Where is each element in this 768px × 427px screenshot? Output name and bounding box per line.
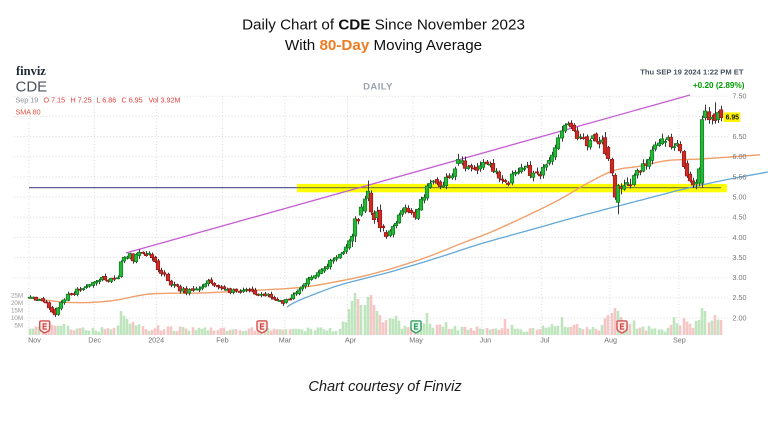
svg-text:4.00: 4.00	[733, 233, 747, 242]
svg-text:3.00: 3.00	[733, 273, 747, 282]
svg-text:Dec: Dec	[88, 336, 101, 345]
svg-text:Aug: Aug	[604, 336, 617, 345]
svg-text:SMA 80: SMA 80	[16, 108, 41, 117]
svg-text:Mar: Mar	[279, 336, 292, 345]
svg-text:+0.20 (2.89%): +0.20 (2.89%)	[693, 81, 745, 90]
svg-text:Thu SEP 19 2024 1:22 PM ET: Thu SEP 19 2024 1:22 PM ET	[640, 67, 744, 76]
svg-text:5.00: 5.00	[733, 192, 747, 201]
svg-text:6.00: 6.00	[733, 152, 747, 161]
svg-text:Jul: Jul	[540, 336, 550, 345]
svg-text:25M: 25M	[11, 293, 23, 300]
svg-text:May: May	[409, 336, 423, 345]
svg-text:6.95: 6.95	[726, 115, 740, 122]
svg-text:4.50: 4.50	[733, 213, 747, 222]
svg-text:finviz: finviz	[16, 64, 46, 78]
svg-text:2.50: 2.50	[733, 293, 747, 302]
svg-text:20M: 20M	[11, 300, 23, 307]
svg-text:Chart courtesy of Finviz: Chart courtesy of Finviz	[308, 379, 462, 395]
svg-text:Sep: Sep	[673, 336, 686, 345]
svg-text:C 6.95: C 6.95	[122, 96, 143, 105]
svg-text:Sep 19: Sep 19	[16, 96, 39, 105]
svg-text:5M: 5M	[14, 322, 23, 329]
svg-text:Vol 3.92M: Vol 3.92M	[149, 96, 181, 105]
svg-text:6.50: 6.50	[733, 132, 747, 141]
svg-text:Apr: Apr	[345, 336, 357, 345]
svg-text:10M: 10M	[11, 315, 23, 322]
svg-text:H 7.25: H 7.25	[71, 96, 92, 105]
svg-text:15M: 15M	[11, 307, 23, 314]
svg-text:With 80-Day Moving Average: With 80-Day Moving Average	[285, 37, 482, 54]
svg-text:2024: 2024	[148, 336, 164, 345]
svg-text:Jun: Jun	[480, 336, 492, 345]
svg-text:2.00: 2.00	[733, 313, 747, 322]
svg-text:5.50: 5.50	[733, 172, 747, 181]
svg-text:DAILY: DAILY	[363, 82, 393, 93]
svg-text:CDE: CDE	[16, 79, 48, 96]
svg-text:Nov: Nov	[28, 336, 41, 345]
svg-text:7.50: 7.50	[733, 92, 747, 101]
svg-text:Feb: Feb	[216, 336, 228, 345]
svg-text:3.50: 3.50	[733, 253, 747, 262]
svg-text:O 7.15: O 7.15	[44, 96, 66, 105]
svg-text:Daily Chart of CDE Since Novem: Daily Chart of CDE Since November 2023	[242, 17, 525, 34]
svg-text:L 6.86: L 6.86	[97, 96, 117, 105]
